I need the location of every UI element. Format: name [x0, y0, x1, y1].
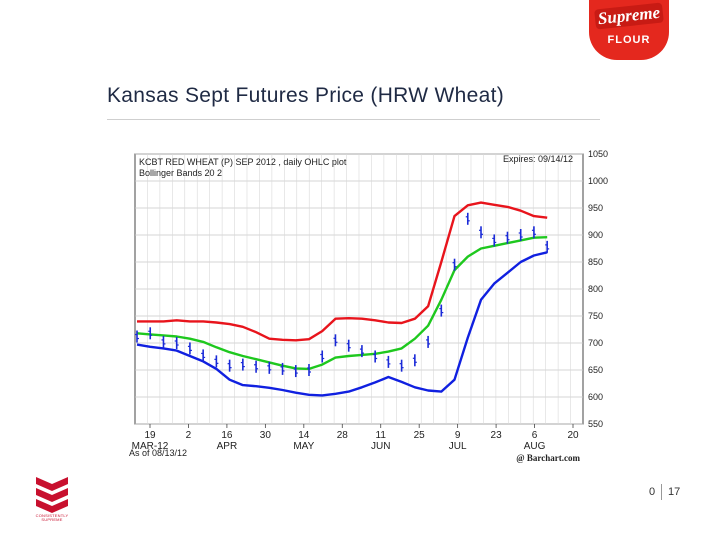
- bollinger-middle-line: [136, 236, 548, 371]
- brand-logo: Supreme FLOUR: [589, 0, 669, 60]
- y-tick-label: 550: [588, 419, 603, 429]
- y-tick-label: 850: [588, 257, 603, 267]
- bollinger-lower-line: [136, 251, 548, 397]
- chart-expires: Expires: 09/14/12: [503, 154, 573, 164]
- y-tick-label: 950: [588, 203, 603, 213]
- x-tick-day: 2: [186, 430, 192, 441]
- x-tick-month: MAR-12: [132, 441, 169, 452]
- x-tick-day: 9: [455, 430, 461, 441]
- y-tick-label: 1050: [588, 149, 608, 159]
- brand-chevron-logo: CONSISTENTLY SUPREME: [36, 477, 68, 527]
- logo-subtitle: FLOUR: [607, 34, 651, 46]
- futures-chart: 550 600 650 700 750 800 850 900 950 1000 1050 19 MA…: [125, 144, 615, 466]
- x-tick-month: AUG: [524, 441, 546, 452]
- chart-background: [125, 144, 615, 466]
- chevron-icon: [36, 477, 68, 513]
- y-tick-label: 600: [588, 392, 603, 402]
- x-tick-day: 25: [414, 430, 426, 441]
- logo-wordmark: Supreme: [596, 2, 661, 29]
- chart-title: KCBT RED WHEAT (P) SEP 2012 , daily OHLC…: [139, 157, 347, 167]
- x-tick-day: 19: [144, 430, 156, 441]
- brand-tagline: CONSISTENTLY SUPREME: [35, 513, 69, 522]
- page-number-divider: [661, 484, 662, 500]
- x-tick-day: 11: [376, 430, 387, 441]
- chart-as-of: As of 08/13/12: [129, 448, 187, 458]
- y-axis-labels: 550 600 650 700 750 800 850 900 950 1000 1050: [588, 149, 608, 429]
- x-tick-day: 14: [298, 430, 310, 441]
- x-tick-day: 20: [567, 430, 579, 441]
- y-tick-label: 900: [588, 230, 603, 240]
- x-tick-month: JUL: [449, 441, 467, 452]
- y-tick-label: 700: [588, 338, 603, 348]
- y-tick-label: 800: [588, 284, 603, 294]
- x-tick-month: APR: [217, 441, 238, 452]
- slide-title: Kansas Sept Futures Price (HRW Wheat): [107, 84, 505, 107]
- chart-subtitle: Bollinger Bands 20 2: [139, 168, 222, 178]
- x-tick-day: 6: [532, 430, 538, 441]
- y-tick-label: 1000: [588, 176, 608, 186]
- x-tick-day: 30: [260, 430, 272, 441]
- x-tick-month: JUN: [371, 441, 390, 452]
- x-tick-month: MAY: [293, 441, 314, 452]
- y-tick-label: 650: [588, 365, 603, 375]
- page-number-right: 17: [668, 486, 681, 498]
- series-group: [135, 201, 550, 397]
- y-tick-label: 750: [588, 311, 603, 321]
- title-divider: [107, 119, 600, 120]
- bollinger-upper-line: [137, 201, 548, 342]
- x-tick-day: 28: [337, 430, 349, 441]
- page-number-left: 0: [649, 486, 656, 498]
- x-tick-day: 23: [491, 430, 503, 441]
- chart-credit: @ Barchart.com: [516, 453, 580, 463]
- x-tick-day: 16: [221, 430, 233, 441]
